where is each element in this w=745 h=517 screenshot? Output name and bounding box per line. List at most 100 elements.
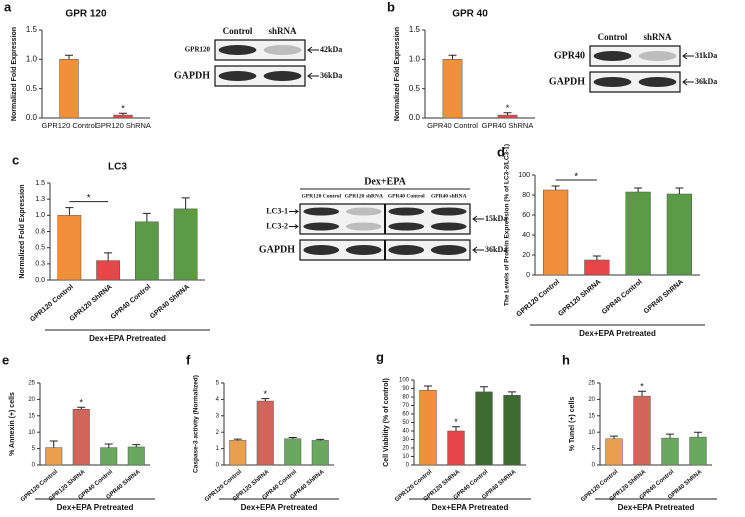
y-tick-label: 100	[399, 378, 410, 384]
blot-band	[303, 222, 340, 231]
significance-label: *	[263, 389, 267, 399]
x-tick-label: GPR120 ShRNA	[69, 284, 114, 323]
blot-column-label: GPR120 shRNA	[345, 193, 383, 199]
significance-label: *	[79, 398, 83, 408]
bar	[72, 408, 90, 466]
blot-band	[263, 71, 302, 81]
y-tick-label: 2	[216, 430, 220, 436]
y-tick-label: 0	[32, 463, 36, 469]
blot-row-label: GPR40	[554, 50, 585, 61]
y-axis-label: Normalized Fold Expression	[394, 27, 401, 121]
bar	[229, 440, 247, 466]
error-bar	[142, 212, 151, 222]
panel-letter: c	[12, 152, 19, 167]
bar	[447, 430, 465, 466]
bar	[57, 215, 82, 281]
bar	[503, 395, 521, 466]
y-tick-label: 1.5	[26, 25, 38, 34]
bar	[543, 189, 569, 276]
y-tick-label: 20	[402, 446, 409, 452]
y-axis-label: Normalized Fold Expression	[11, 27, 18, 121]
y-tick-label: 1.5	[409, 25, 421, 34]
panel-letter: g	[376, 349, 384, 364]
bar	[497, 114, 518, 119]
y-tick-label: 60	[402, 412, 409, 418]
group-label: Dex+EPA Pretreated	[579, 329, 656, 338]
y-tick-label: 5	[216, 381, 220, 387]
blot-size-label: 36kDa	[320, 71, 342, 80]
y-tick-label: 0	[526, 272, 530, 279]
y-tick-label: 40	[522, 232, 530, 239]
y-tick-label: 0.3	[35, 261, 45, 268]
blot-row-arrow	[289, 209, 299, 214]
x-tick-label: GPR120 Control	[515, 279, 561, 319]
error-bar	[480, 386, 488, 392]
y-tick-label: 1.0	[26, 54, 38, 63]
y-tick-label: 1.0	[409, 54, 421, 63]
panel-letter: e	[2, 352, 9, 367]
y-axis-label: The Levels of Protein Expression (% of L…	[504, 144, 511, 306]
error-bar	[132, 444, 141, 447]
group-label: Dex+EPA Pretreated	[432, 503, 509, 512]
blot-band	[638, 51, 677, 61]
bar	[625, 191, 651, 276]
y-tick-label: 5	[592, 446, 596, 452]
y-tick-label: 1	[216, 446, 220, 452]
bar	[127, 446, 145, 466]
significance-label: *	[640, 382, 644, 392]
blot-band	[388, 245, 425, 255]
blot-column-label: GPR40 Control	[388, 193, 425, 199]
error-bar	[638, 390, 646, 397]
bar	[311, 440, 329, 466]
chart-title: GPR 40	[452, 9, 488, 20]
error-bar	[104, 443, 113, 448]
blot-band	[593, 77, 632, 87]
error-bar	[448, 54, 457, 60]
blot-size-arrow	[472, 215, 484, 223]
blot-column-label: Control	[223, 26, 253, 36]
error-bar	[181, 197, 190, 209]
blot-band	[345, 245, 382, 255]
bar	[419, 389, 437, 466]
y-tick-label: 15	[588, 413, 595, 419]
error-bar	[503, 112, 512, 116]
blot-band	[388, 207, 425, 216]
blot-band	[218, 71, 257, 81]
blot-row-label: GAPDH	[259, 244, 295, 255]
blot-row-label: LC3-1	[266, 206, 288, 215]
blot-row-label: GAPDH	[549, 76, 585, 87]
x-tick-label: GPR120 ShRNA	[95, 121, 151, 130]
error-bar	[288, 436, 297, 439]
x-tick-label: GPR120 ShRNA	[557, 279, 602, 318]
significance-label: *	[574, 172, 578, 183]
y-tick-label: 0.0	[35, 277, 45, 284]
blot-column-label: shRNA	[643, 32, 672, 42]
error-bar	[65, 54, 73, 60]
blot-band	[638, 77, 677, 87]
blot-size-arrow	[307, 72, 319, 80]
x-tick-label: GPR40 ShRNA	[643, 279, 685, 316]
x-tick-label: GPR40 ShRNA	[149, 284, 191, 321]
significance-label: *	[87, 193, 91, 204]
error-bar	[666, 433, 674, 439]
panel-letter: b	[387, 0, 395, 14]
y-axis-label: Normalized Fold Expression	[19, 184, 26, 278]
error-bar	[610, 435, 618, 439]
bar	[442, 59, 463, 119]
y-tick-label: 15	[28, 413, 35, 419]
blot-size-arrow	[682, 52, 694, 60]
y-tick-label: 60	[522, 212, 530, 219]
significance-label: *	[506, 103, 510, 113]
blot-column-label: GPR120 Control	[302, 193, 342, 199]
y-tick-label: 10	[28, 430, 35, 436]
error-bar	[508, 391, 516, 396]
error-bar	[119, 112, 127, 116]
panel-letter: d	[497, 144, 505, 159]
blot-size-arrow	[307, 46, 319, 54]
error-bar	[592, 255, 601, 260]
group-label: Dex+EPA Pretreated	[241, 503, 318, 512]
bar	[284, 438, 302, 466]
y-tick-label: 70	[402, 403, 409, 409]
blot-size-arrow	[682, 78, 694, 86]
